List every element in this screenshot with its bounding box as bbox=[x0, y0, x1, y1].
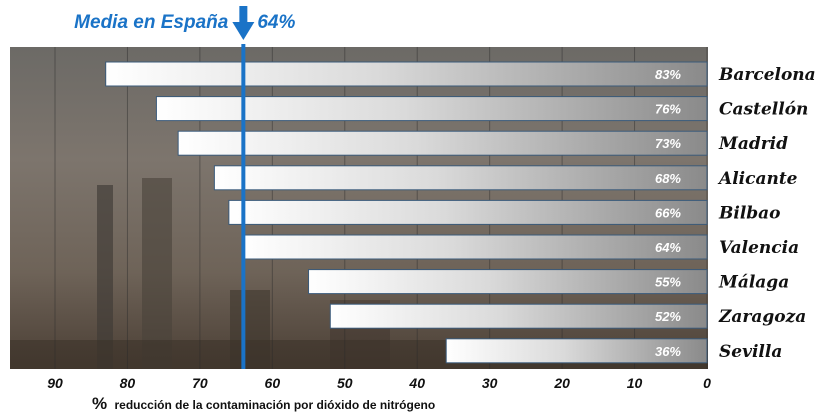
category-label: Valencia bbox=[719, 238, 799, 258]
bar bbox=[178, 131, 707, 155]
category-labels: Barcelona Castellón Madrid Alicante Bilbao Va… bbox=[717, 65, 816, 362]
bar-value-label: 55% bbox=[655, 275, 681, 290]
x-tick-label: 80 bbox=[120, 375, 136, 391]
bar-value-label: 52% bbox=[655, 309, 681, 324]
x-tick-label: 10 bbox=[627, 375, 643, 391]
x-tick-label: 0 bbox=[703, 375, 711, 391]
x-axis-label-text: reducción de la contaminación por dióxid… bbox=[114, 398, 435, 412]
bar bbox=[330, 304, 707, 328]
reference-arrow-shaft bbox=[239, 6, 247, 22]
x-tick-label: 30 bbox=[482, 375, 498, 391]
reference-value-label: 64% bbox=[257, 12, 295, 33]
x-tick-label: 70 bbox=[192, 375, 208, 391]
category-label: Barcelona bbox=[718, 65, 816, 85]
category-label: Alicante bbox=[717, 169, 798, 189]
category-label: Bilbao bbox=[718, 203, 781, 223]
bar bbox=[106, 62, 707, 86]
bar bbox=[156, 97, 707, 121]
category-label: Málaga bbox=[718, 273, 789, 293]
reference-label: Media en España bbox=[74, 12, 229, 33]
bar-value-label: 76% bbox=[655, 102, 681, 117]
x-axis-label-symbol: % bbox=[92, 394, 107, 413]
bar bbox=[229, 200, 707, 224]
bar-value-label: 64% bbox=[655, 240, 681, 255]
x-tick-label: 40 bbox=[408, 375, 425, 391]
bar-value-label: 36% bbox=[655, 344, 681, 359]
bar-value-label: 83% bbox=[655, 67, 681, 82]
x-tick-label: 60 bbox=[265, 375, 281, 391]
bar bbox=[243, 235, 707, 259]
bar bbox=[309, 270, 707, 294]
reference-arrow-icon bbox=[232, 22, 254, 40]
bar bbox=[214, 166, 707, 190]
category-label: Sevilla bbox=[719, 342, 782, 362]
x-tick-label: 90 bbox=[47, 375, 63, 391]
x-tick-label: 20 bbox=[553, 375, 570, 391]
category-label: Castellón bbox=[719, 100, 808, 120]
x-axis-label: % reducción de la contaminación por dióx… bbox=[92, 394, 435, 413]
x-tick-label: 50 bbox=[337, 375, 353, 391]
bar-value-label: 66% bbox=[655, 205, 681, 220]
bar-value-label: 73% bbox=[655, 136, 681, 151]
bar-value-label: 68% bbox=[655, 171, 681, 186]
category-label: Zaragoza bbox=[718, 307, 806, 327]
x-tick-labels: 90 80 70 60 50 40 30 20 10 0 bbox=[47, 375, 711, 391]
category-label: Madrid bbox=[718, 134, 788, 154]
